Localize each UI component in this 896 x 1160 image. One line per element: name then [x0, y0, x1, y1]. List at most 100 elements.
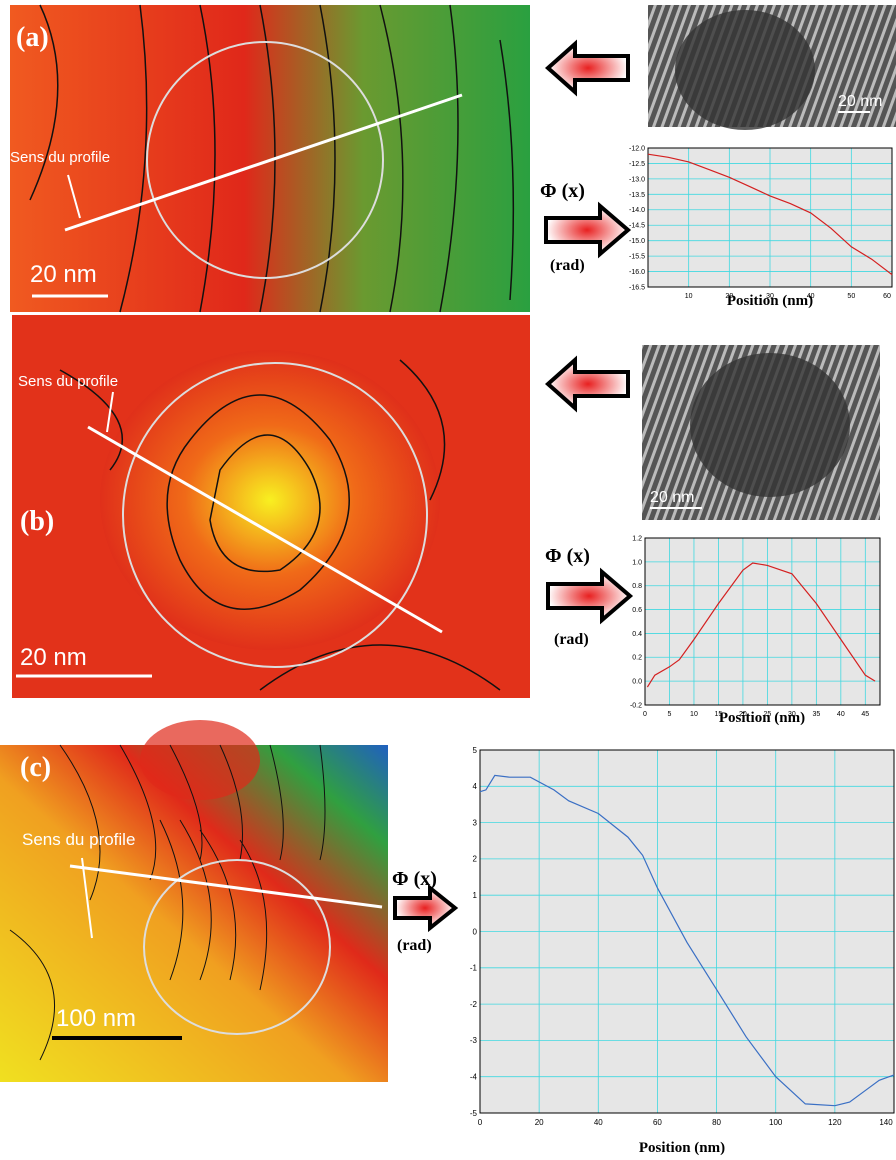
tem-particle	[675, 10, 815, 130]
phi-label: Φ (x)	[540, 180, 585, 202]
y-tick-label: -0.2	[630, 702, 642, 709]
scale-bar-label: 20 nm	[30, 261, 97, 288]
x-tick-label: 10	[685, 293, 693, 300]
tem-particle	[690, 353, 850, 497]
y-tick-label: 0.4	[632, 631, 642, 638]
x-tick-label: 35	[812, 711, 820, 718]
y-tick-label: 2	[473, 855, 478, 864]
pointer	[67, 174, 81, 219]
particle-outline	[122, 362, 428, 668]
y-tick-label: 4	[473, 782, 478, 791]
y-tick-label: 3	[473, 818, 478, 827]
x-tick-label: 120	[828, 1118, 842, 1127]
panel-c: (c) Sens du profile 100 nm Φ (x) (rad)	[0, 720, 459, 1082]
y-tick-label: -5	[470, 1109, 478, 1118]
x-tick-label: 20	[725, 293, 733, 300]
x-tick-label: 140	[879, 1118, 893, 1127]
x-tick-label: 40	[594, 1118, 603, 1127]
y-tick-label: 0.8	[632, 583, 642, 590]
unit-label: (rad)	[554, 631, 589, 648]
panel-a: (a) Sens du profile 20 nm 20 nm Φ (x) (r…	[10, 4, 896, 313]
pointer	[106, 391, 114, 433]
x-tick-label: 0	[478, 1118, 483, 1127]
panel-label: (b)	[20, 506, 54, 537]
x-axis-label: Position (nm)	[727, 293, 813, 309]
x-tick-label: 40	[837, 711, 845, 718]
phase-map	[10, 5, 530, 312]
plot-frame	[647, 147, 893, 288]
scale-bar-label: 20 nm	[20, 644, 87, 671]
plot-frame	[479, 749, 895, 1114]
contours	[59, 359, 501, 691]
arrow-right	[546, 567, 634, 625]
y-tick-label: -16.0	[629, 269, 645, 276]
x-tick-label: 20	[535, 1118, 544, 1127]
x-tick-label: 15	[715, 711, 723, 718]
x-tick-label: 60	[653, 1118, 662, 1127]
panel-label: (a)	[16, 22, 49, 53]
contours	[9, 744, 326, 1061]
y-tick-label: -13.0	[629, 176, 645, 183]
y-tick-label: 0.6	[632, 607, 642, 614]
y-tick-label: -1	[470, 964, 478, 973]
profile-line	[64, 93, 463, 232]
x-tick-label: 45	[861, 711, 869, 718]
arrow-right	[544, 201, 632, 259]
x-axis-label: Position (nm)	[639, 1140, 725, 1156]
y-tick-label: -16.5	[629, 284, 645, 291]
y-tick-label: -14.0	[629, 207, 645, 214]
phase-core	[100, 350, 440, 650]
x-tick-label: 10	[690, 711, 698, 718]
y-tick-label: -3	[470, 1036, 478, 1045]
y-tick-label: -12.0	[629, 145, 645, 152]
tem-scale-label: 20 nm	[650, 489, 694, 506]
x-tick-label: 5	[668, 711, 672, 718]
y-tick-label: -2	[470, 1000, 478, 1009]
phi-label: Φ (x)	[545, 545, 590, 567]
x-tick-label: 40	[807, 293, 815, 300]
y-tick-label: 0.0	[632, 679, 642, 686]
plot-area	[644, 537, 881, 706]
y-tick-label: 1	[473, 891, 478, 900]
tem-scale-label: 20 nm	[838, 93, 882, 110]
arrow-left	[544, 355, 630, 413]
profile-label: Sens du profile	[22, 830, 135, 849]
data-line	[646, 562, 876, 688]
profile-line	[69, 864, 383, 909]
y-tick-label: -15.5	[629, 254, 645, 261]
data-line	[479, 774, 895, 1107]
profile-label: Sens du profile	[10, 149, 110, 166]
panel-b: (b) Sens du profile 20 nm 20 nm Φ (x) (r…	[12, 315, 880, 698]
profile-line	[87, 425, 443, 634]
pointer	[81, 857, 93, 939]
unit-label: (rad)	[397, 937, 432, 954]
x-tick-label: 30	[788, 711, 796, 718]
particle-outline	[146, 41, 384, 279]
x-tick-label: 50	[847, 293, 855, 300]
x-tick-label: 0	[643, 711, 647, 718]
x-tick-label: 80	[712, 1118, 721, 1127]
y-tick-label: 1.2	[632, 535, 642, 542]
y-tick-label: 5	[473, 746, 478, 755]
unit-label: (rad)	[550, 257, 585, 274]
data-line	[647, 153, 893, 276]
scale-bar-label: 100 nm	[56, 1005, 136, 1032]
y-tick-label: 1.0	[632, 559, 642, 566]
panel-label: (c)	[20, 752, 51, 783]
arrow-right	[393, 883, 459, 933]
x-tick-label: 25	[763, 711, 771, 718]
y-tick-label: -12.5	[629, 161, 645, 168]
x-tick-label: 30	[766, 293, 774, 300]
x-tick-label: 100	[769, 1118, 783, 1127]
x-axis-label: Position (nm)	[719, 710, 805, 726]
y-tick-label: 0	[473, 927, 478, 936]
phi-label: Φ (x)	[392, 868, 437, 890]
x-tick-label: 20	[739, 711, 747, 718]
y-tick-label: -15.0	[629, 238, 645, 245]
x-tick-label: 60	[883, 293, 891, 300]
phase-region	[140, 720, 260, 800]
y-tick-label: -13.5	[629, 192, 645, 199]
profile-label: Sens du profile	[18, 373, 118, 390]
arrow-left	[544, 39, 630, 97]
